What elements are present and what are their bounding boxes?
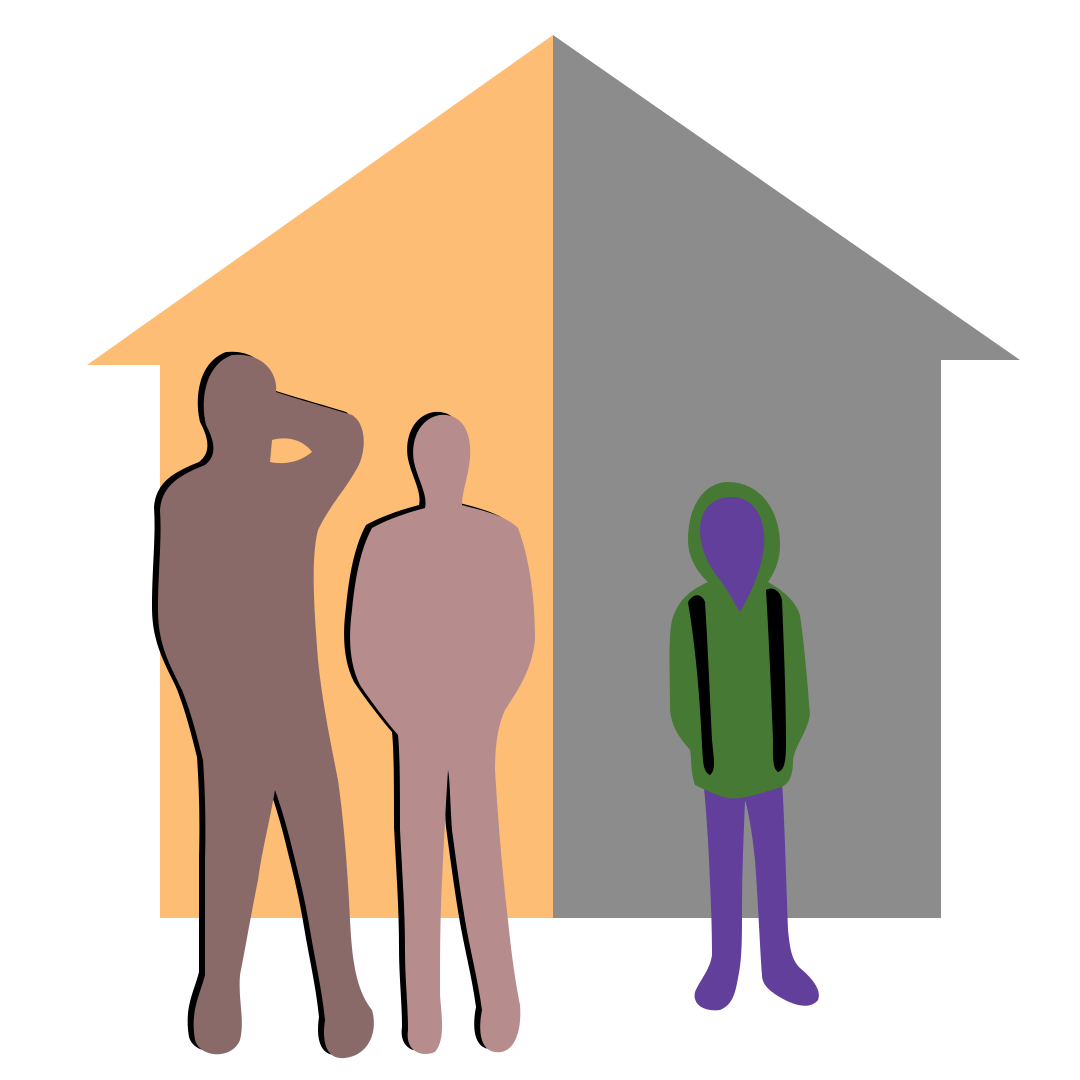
child-face [700, 497, 765, 612]
adult-right-body [350, 414, 535, 1054]
adult-left-raised-arm-gap [270, 438, 312, 464]
adult-left-figure [152, 351, 374, 1059]
child-legs [694, 780, 819, 1011]
house-right-half [553, 35, 1020, 918]
adult-right-figure [344, 411, 535, 1054]
child-figure [669, 482, 819, 1011]
backpack-strap-right [766, 588, 786, 772]
adult-left-body [158, 354, 374, 1059]
backpack-strap-left [688, 595, 714, 775]
